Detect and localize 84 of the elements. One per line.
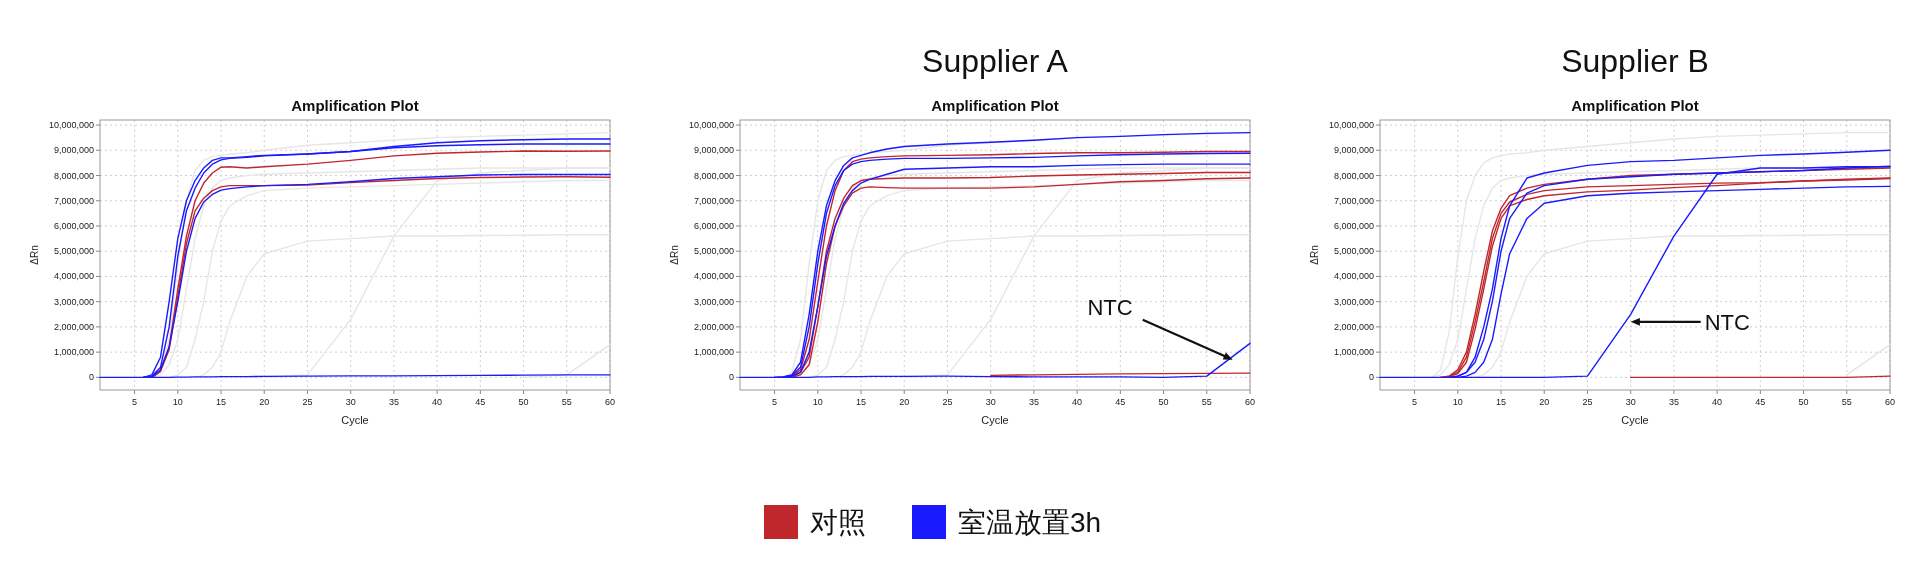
y-tick-label: 6,000,000: [53, 220, 94, 231]
y-tick-label: 3,000,000: [53, 296, 94, 307]
y-tick-label: 1,000,000: [1333, 347, 1374, 358]
y-tick-label: 10,000,000: [688, 120, 734, 131]
x-tick-label: 55: [561, 397, 572, 407]
x-tick-label: 35: [1028, 397, 1039, 407]
x-tick-label: 5: [772, 397, 778, 407]
chart-title: Supplier B: [1561, 43, 1709, 79]
annotation: NTC: [1704, 309, 1750, 335]
x-tick-label: 5: [1412, 397, 1418, 407]
y-tick-label: 7,000,000: [1333, 195, 1374, 206]
y-tick-label: 1,000,000: [53, 347, 94, 358]
x-tick-label: 10: [812, 397, 823, 407]
x-tick-label: 55: [1841, 397, 1852, 407]
legend-label: 室温放置3h: [958, 507, 1102, 538]
x-tick-label: 25: [302, 397, 313, 407]
x-tick-label: 20: [259, 397, 270, 407]
y-tick-label: 0: [1368, 372, 1374, 383]
legend-label: 对照: [810, 507, 866, 538]
x-tick-label: 40: [1712, 397, 1723, 407]
x-tick-label: 10: [172, 397, 183, 407]
y-tick-label: 9,000,000: [53, 145, 94, 156]
y-tick-label: 4,000,000: [693, 271, 734, 282]
x-tick-label: 20: [899, 397, 910, 407]
chart-title: Supplier A: [922, 43, 1069, 79]
y-tick-label: 2,000,000: [1333, 321, 1374, 332]
x-tick-label: 45: [1115, 397, 1126, 407]
x-tick-label: 60: [1884, 397, 1896, 407]
x-tick-label: 30: [345, 397, 356, 407]
y-tick-label: 2,000,000: [693, 321, 734, 332]
x-axis-title: Cycle: [981, 414, 1009, 426]
y-tick-label: 3,000,000: [1333, 296, 1374, 307]
x-tick-label: 40: [432, 397, 443, 407]
chart-subtitle: Amplification Plot: [1571, 97, 1699, 114]
y-tick-label: 3,000,000: [693, 296, 734, 307]
x-tick-label: 50: [1158, 397, 1169, 407]
x-tick-label: 40: [1072, 397, 1083, 407]
y-axis-title: ΔRn: [669, 245, 680, 265]
y-tick-label: 8,000,000: [1333, 170, 1374, 181]
y-tick-label: 6,000,000: [693, 220, 734, 231]
x-tick-label: 30: [1625, 397, 1636, 407]
x-tick-label: 15: [856, 397, 867, 407]
x-tick-label: 35: [1668, 397, 1679, 407]
y-tick-label: 2,000,000: [53, 321, 94, 332]
x-tick-label: 35: [388, 397, 399, 407]
y-tick-label: 6,000,000: [1333, 220, 1374, 231]
y-tick-label: 5,000,000: [693, 246, 734, 257]
x-tick-label: 30: [985, 397, 996, 407]
y-tick-label: 1,000,000: [693, 347, 734, 358]
x-tick-label: 25: [1582, 397, 1593, 407]
y-tick-label: 9,000,000: [693, 145, 734, 156]
y-tick-label: 8,000,000: [693, 170, 734, 181]
y-tick-label: 0: [88, 372, 94, 383]
y-tick-label: 7,000,000: [53, 195, 94, 206]
x-tick-label: 5: [132, 397, 138, 407]
y-tick-label: 10,000,000: [48, 120, 94, 131]
x-tick-label: 60: [604, 397, 616, 407]
y-tick-label: 8,000,000: [53, 170, 94, 181]
y-axis-title: ΔRn: [1309, 245, 1320, 265]
x-tick-label: 45: [1755, 397, 1766, 407]
y-tick-label: 4,000,000: [53, 271, 94, 282]
y-tick-label: 9,000,000: [1333, 145, 1374, 156]
y-tick-label: 5,000,000: [1333, 246, 1374, 257]
y-tick-label: 5,000,000: [53, 246, 94, 257]
y-tick-label: 7,000,000: [693, 195, 734, 206]
x-tick-label: 55: [1201, 397, 1212, 407]
x-tick-label: 50: [518, 397, 529, 407]
y-tick-label: 10,000,000: [1328, 120, 1374, 131]
x-tick-label: 25: [942, 397, 953, 407]
chart-subtitle: Amplification Plot: [291, 97, 419, 114]
chart-subtitle: Amplification Plot: [931, 97, 1059, 114]
x-tick-label: 45: [475, 397, 486, 407]
x-axis-title: Cycle: [1621, 414, 1649, 426]
x-axis-title: Cycle: [341, 414, 369, 426]
y-tick-label: 0: [728, 372, 734, 383]
x-tick-label: 60: [1244, 397, 1256, 407]
x-tick-label: 10: [1452, 397, 1463, 407]
x-tick-label: 15: [1496, 397, 1507, 407]
annotation: NTC: [1087, 294, 1133, 320]
y-tick-label: 4,000,000: [1333, 271, 1374, 282]
y-axis-title: ΔRn: [29, 245, 40, 265]
x-tick-label: 20: [1539, 397, 1550, 407]
x-tick-label: 50: [1798, 397, 1809, 407]
x-tick-label: 15: [216, 397, 227, 407]
